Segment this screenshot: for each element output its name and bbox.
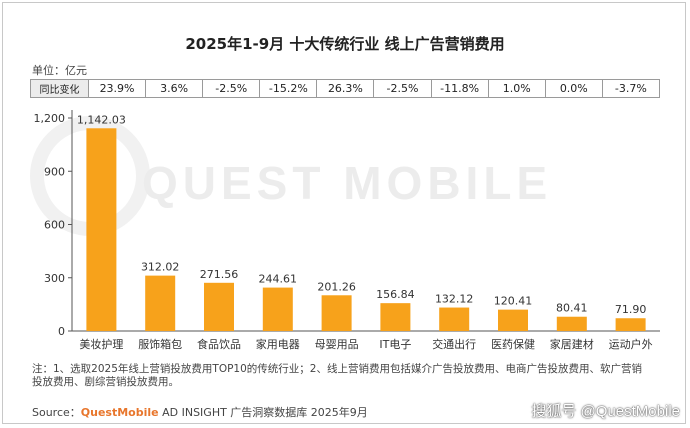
x-tick-label: 食品饮品 — [197, 337, 241, 351]
y-tick-label: 600 — [44, 219, 65, 232]
bar — [380, 303, 411, 331]
watermark-text: QUEST MOBILE — [142, 157, 553, 209]
x-tick-label: 母婴用品 — [315, 338, 359, 351]
bar-value-label: 1,142.03 — [77, 113, 126, 126]
source-prefix: Source： — [32, 406, 81, 419]
chart-frame — [2, 2, 686, 424]
x-tick-label: 服饰箱包 — [138, 337, 182, 351]
yoy-cell: 1.0% — [489, 80, 546, 97]
yoy-cell: 3.6% — [146, 80, 204, 97]
x-tick-label: 交通出行 — [432, 337, 476, 351]
unit-label: 单位：亿元 — [32, 64, 87, 77]
x-tick-label: 家用电器 — [256, 337, 300, 351]
yoy-cell: -11.8% — [432, 80, 489, 97]
x-tick-label: 家居建材 — [550, 337, 594, 351]
y-tick-label: 1,200 — [34, 112, 66, 125]
bar-value-label: 71.90 — [615, 303, 647, 316]
source-line: Source：QuestMobile AD INSIGHT 广告洞察数据库 20… — [32, 404, 368, 420]
bar-chart: 0 300 600 900 1,200 1,142.03 美妆护理 312.02 服饰箱包 271… — [34, 110, 660, 351]
bar-value-label: 132.12 — [435, 293, 474, 306]
bar-value-label: 201.26 — [317, 280, 356, 293]
yoy-cell: -2.5% — [374, 80, 432, 97]
bar — [498, 309, 528, 331]
bar — [556, 316, 587, 331]
bar — [86, 128, 117, 331]
yoy-cell: 26.3% — [317, 80, 375, 97]
source-brand: QuestMobile — [80, 406, 159, 419]
x-tick-label: IT电子 — [379, 338, 411, 351]
footnote: 注：1、选取2025年线上营销投放费用TOP10的传统行业；2、线上营销费用包括… — [32, 363, 642, 388]
x-tick-label: 美妆护理 — [79, 337, 123, 351]
yoy-cell: -3.7% — [614, 82, 647, 95]
bar-value-label: 271.56 — [200, 268, 239, 281]
yoy-cell: -2.5% — [203, 80, 261, 97]
yoy-table: 同比变化 23.9% 3.6% -2.5% -15.2% 26.3% -2.5%… — [30, 79, 660, 98]
chart-title: 2025年1-9月 十大传统行业 线上广告营销费用 — [185, 35, 505, 53]
bar-value-label: 156.84 — [376, 288, 415, 301]
yoy-cell: 23.9% — [89, 80, 147, 97]
x-tick-label: 医药保健 — [491, 337, 535, 351]
source-suffix: AD INSIGHT 广告洞察数据库 2025年9月 — [158, 406, 368, 419]
yoy-label: 同比变化 — [31, 80, 89, 97]
bar — [439, 307, 470, 331]
bar-value-label: 120.41 — [494, 295, 533, 308]
x-tick-label: 运动户外 — [609, 337, 653, 351]
bar — [615, 318, 646, 331]
y-tick-label: 0 — [58, 325, 65, 338]
bar — [262, 287, 293, 331]
bar — [204, 282, 234, 331]
bar-value-label: 312.02 — [141, 261, 180, 274]
bar-value-label: 244.61 — [259, 273, 298, 286]
bar — [321, 295, 352, 331]
credit-watermark: 搜狐号 @QuestMobile — [531, 403, 680, 420]
yoy-cell: -15.2% — [260, 80, 318, 97]
y-tick-label: 300 — [44, 272, 65, 285]
bar-value-label: 80.41 — [556, 302, 588, 315]
bar — [145, 275, 176, 331]
y-tick-label: 900 — [44, 165, 65, 178]
yoy-cell: 0.0% — [546, 80, 603, 97]
